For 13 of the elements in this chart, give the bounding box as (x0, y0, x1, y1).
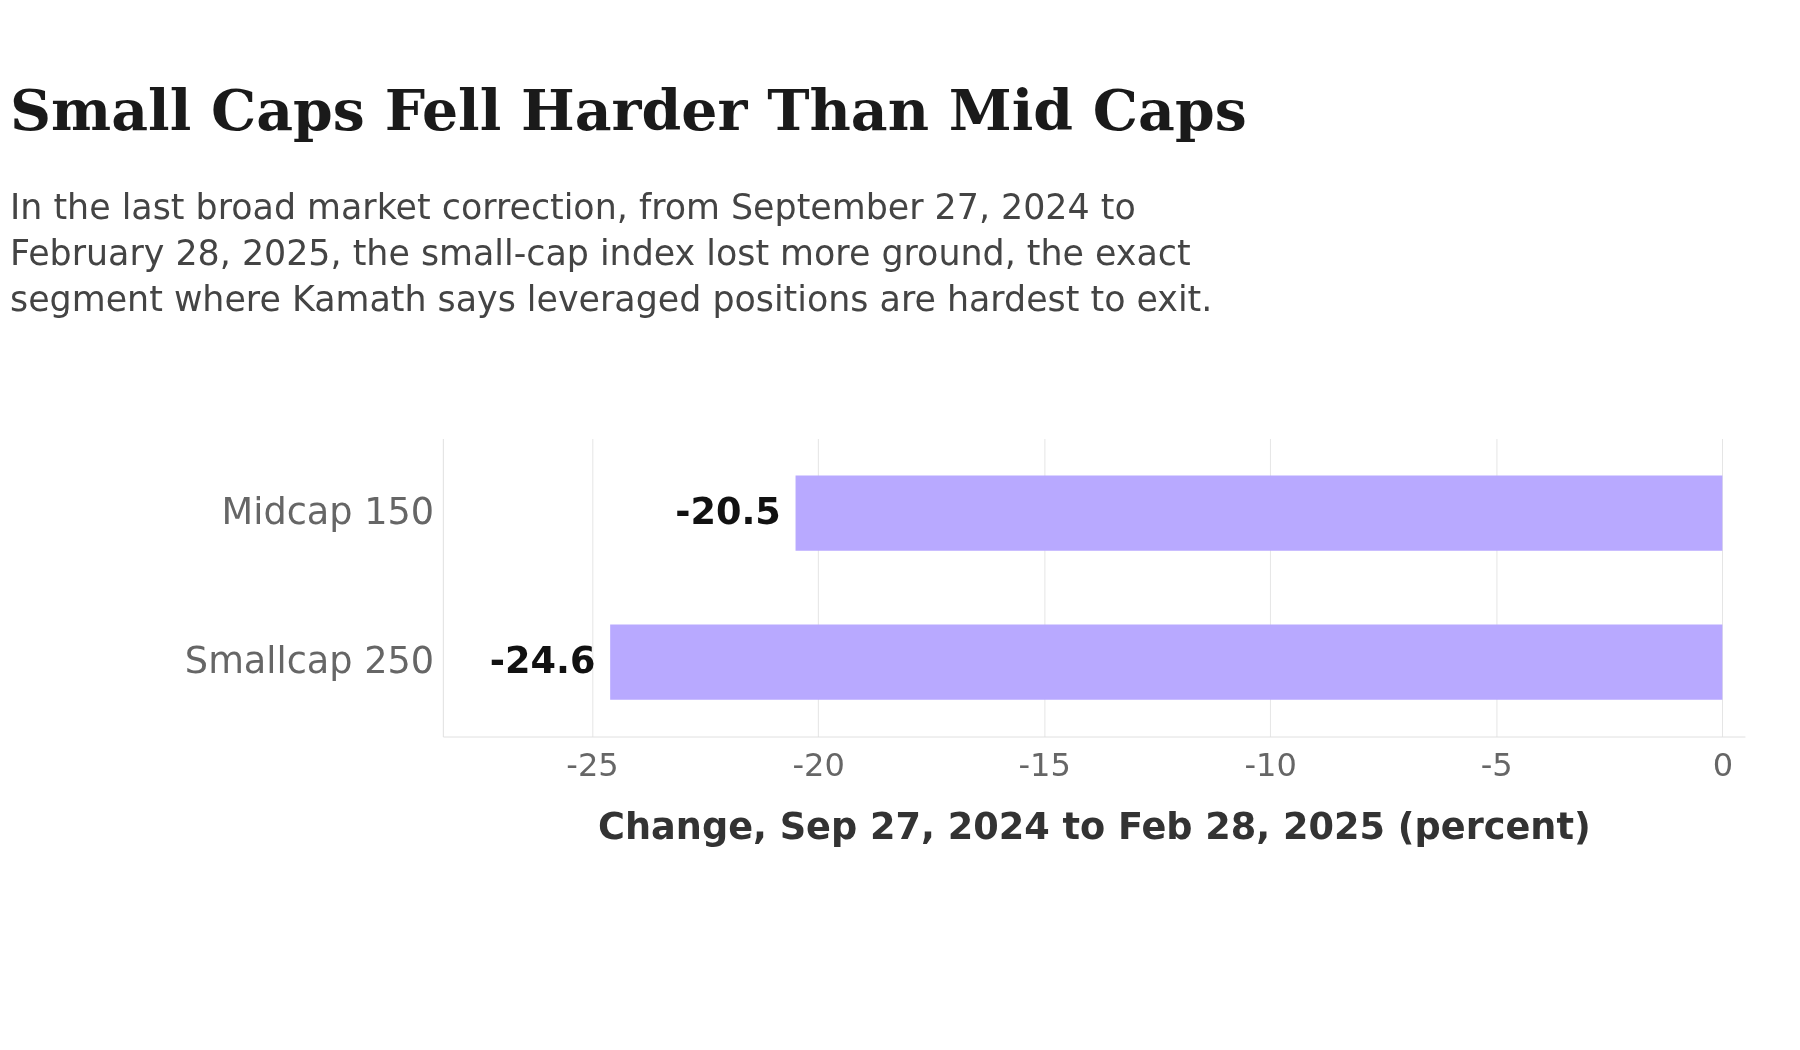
x-tick-label: -25 (566, 745, 619, 784)
x-tick-label: -15 (1018, 745, 1071, 784)
y-tick-label: Smallcap 250 (184, 639, 435, 683)
x-tick-label: 0 (1712, 745, 1734, 784)
y-tick-label: Midcap 150 (221, 490, 435, 534)
x-tick-label: -10 (1244, 745, 1297, 784)
chart-title: Small Caps Fell Harder Than Mid Caps (10, 76, 1247, 143)
data-label: -24.6 (489, 639, 596, 683)
x-tick-label: -5 (1480, 745, 1513, 784)
chart-subtitle: In the last broad market correction, from September 27, 2024 to February 28, 2025, the small-cap index lost more ground, the exact segment where Kamath says leveraged positions are hardest to exit. (10, 187, 1213, 320)
data-label: -20.5 (675, 490, 781, 534)
x-axis-title: Change, Sep 27, 2024 to Feb 28, 2025 (percent) (598, 804, 1591, 848)
x-tick-label: -20 (792, 745, 845, 784)
